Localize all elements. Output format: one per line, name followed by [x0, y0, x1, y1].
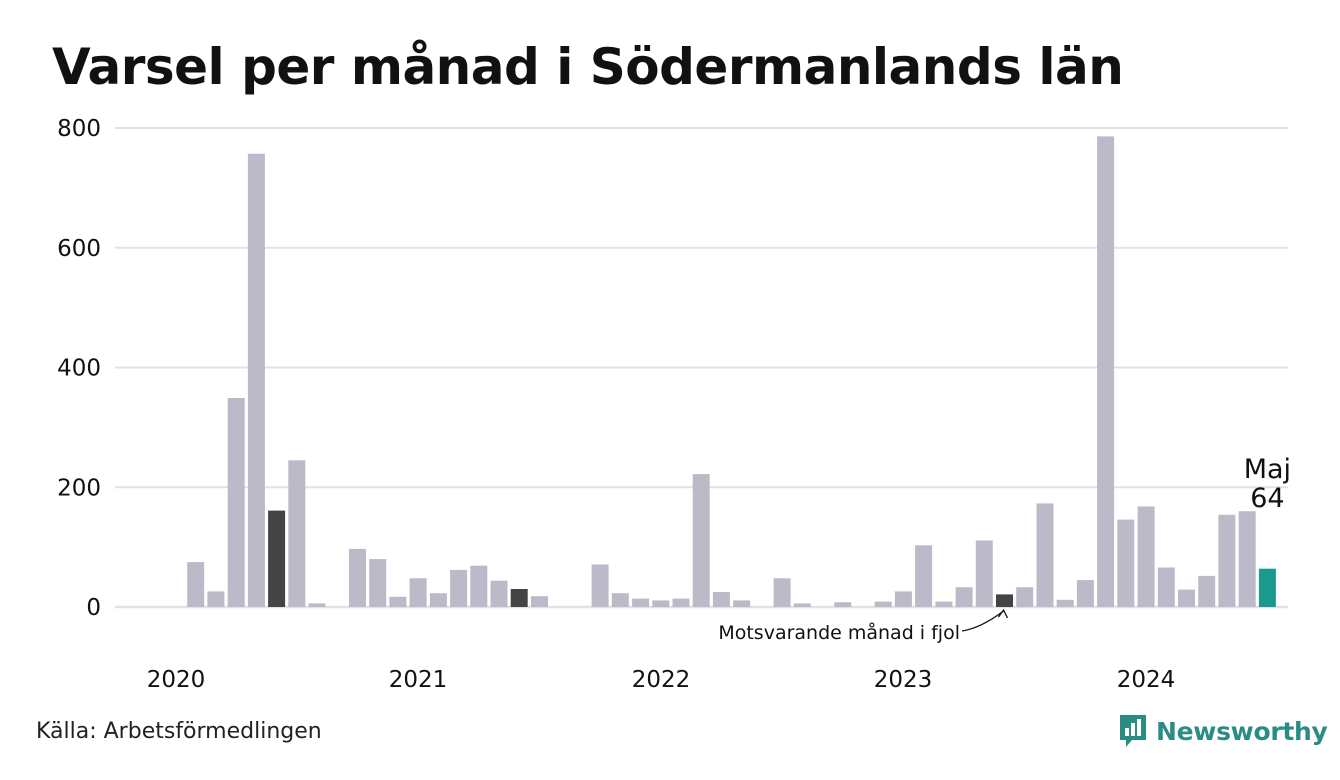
y-tick-label: 400: [57, 356, 101, 382]
bar: [227, 398, 245, 607]
bar: [1137, 506, 1155, 607]
bar: [955, 587, 973, 607]
bar: [1056, 599, 1074, 607]
bar: [894, 591, 912, 607]
bar: [632, 598, 650, 607]
bar: [490, 580, 508, 607]
bar: [591, 564, 609, 607]
x-tick-year: 2023: [874, 667, 933, 693]
bar: [915, 545, 933, 607]
bar: [975, 540, 993, 607]
y-tick-label: 200: [57, 475, 101, 501]
bar: [1238, 511, 1256, 607]
x-tick-year: 2024: [1117, 667, 1176, 693]
source-note: Källa: Arbetsförmedlingen: [36, 719, 322, 744]
bar: [652, 600, 670, 607]
bar: [1157, 567, 1175, 607]
bar: [369, 559, 387, 607]
bar: [409, 578, 427, 607]
brand-name: Newsworthy: [1156, 716, 1328, 746]
x-axis-year-labels: 2020 2021 2022 2023 2024: [147, 667, 1176, 693]
bar-same-month: [510, 589, 528, 607]
bar: [1016, 587, 1034, 607]
y-tick-label: 600: [57, 236, 101, 262]
bar: [308, 603, 326, 607]
y-tick-label: 0: [86, 595, 101, 621]
bar: [531, 596, 548, 607]
bar: [207, 591, 225, 607]
latest-value-label: 64: [1250, 483, 1284, 514]
bars: [187, 136, 1276, 607]
bar: [1178, 589, 1195, 607]
bar: [288, 460, 306, 607]
x-tick-year: 2022: [632, 667, 691, 693]
bar: [450, 569, 468, 607]
bar: [874, 601, 892, 607]
bar: [1218, 514, 1236, 607]
latest-month-label: Maj: [1244, 454, 1291, 485]
bar: [1198, 575, 1216, 607]
bar: [1117, 519, 1135, 607]
bar: [692, 474, 710, 607]
bar: [1036, 503, 1054, 607]
bar: [389, 596, 407, 607]
bar-same-month: [996, 594, 1013, 607]
bar: [672, 598, 690, 607]
annotation-arrow: [961, 610, 1004, 632]
bar-latest: [1258, 568, 1276, 607]
bar: [429, 593, 447, 607]
bar: [611, 593, 629, 607]
bar: [349, 548, 366, 607]
bar: [247, 153, 265, 607]
bar: [834, 602, 852, 607]
bar: [470, 565, 488, 607]
bar: [1097, 136, 1115, 607]
bar: [793, 603, 811, 607]
bar-chart: 0 200 400 600 800 2020 2021 2022 2023 2024 Maj64…: [57, 116, 1291, 693]
x-tick-year: 2021: [389, 667, 448, 693]
bar: [773, 578, 791, 607]
bar: [935, 601, 953, 607]
chart-title: Varsel per månad i Södermanlands län: [52, 38, 1124, 96]
same-month-annotation: Motsvarande månad i fjol: [718, 621, 960, 644]
newsworthy-icon: [1120, 715, 1146, 747]
bar: [1076, 580, 1094, 607]
y-tick-label: 800: [57, 116, 101, 142]
newsworthy-logo: Newsworthy: [1118, 713, 1328, 749]
x-tick-year: 2020: [147, 667, 206, 693]
bar: [712, 592, 730, 607]
y-axis-ticks: 0 200 400 600 800: [57, 116, 101, 621]
bar: [187, 562, 205, 607]
bar: [733, 600, 751, 607]
bar-same-month: [268, 510, 286, 607]
annotation-arrowhead: [997, 608, 1009, 619]
